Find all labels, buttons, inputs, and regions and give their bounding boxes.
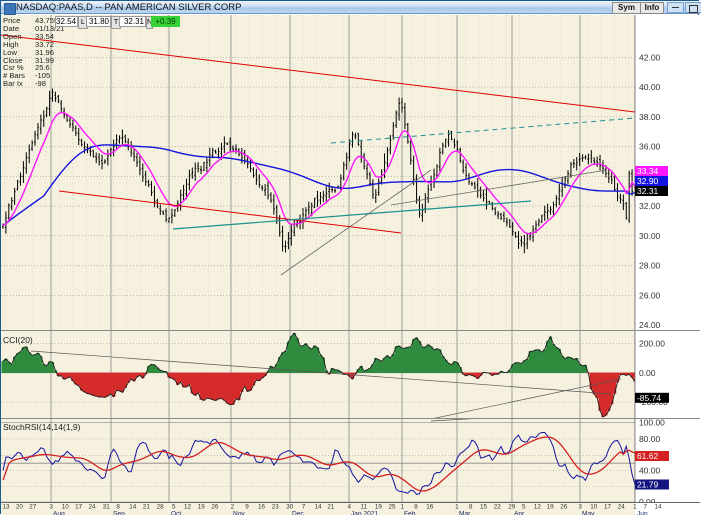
svg-text:19: 19 xyxy=(547,504,555,511)
svg-text:4: 4 xyxy=(348,504,352,511)
svg-text:21.79: 21.79 xyxy=(637,480,659,490)
svg-text:5: 5 xyxy=(522,504,526,511)
svg-text:23: 23 xyxy=(272,504,280,511)
svg-text:1: 1 xyxy=(401,504,405,511)
svg-text:10: 10 xyxy=(590,504,598,511)
svg-text:14: 14 xyxy=(129,504,137,511)
svg-text:36.00: 36.00 xyxy=(639,142,661,152)
svg-text:7: 7 xyxy=(302,504,306,511)
svg-text:26: 26 xyxy=(211,504,219,511)
svg-text:8: 8 xyxy=(469,504,473,511)
svg-text:9: 9 xyxy=(245,504,249,511)
svg-text:2: 2 xyxy=(231,504,235,511)
svg-text:32.90: 32.90 xyxy=(637,176,659,186)
svg-text:19: 19 xyxy=(375,504,383,511)
svg-text:28.00: 28.00 xyxy=(639,261,661,271)
svg-text:26: 26 xyxy=(560,504,568,511)
svg-text:10: 10 xyxy=(62,504,70,511)
svg-text:30: 30 xyxy=(286,504,294,511)
svg-text:-85.74: -85.74 xyxy=(637,393,661,403)
svg-text:Mar: Mar xyxy=(459,511,471,516)
svg-text:21: 21 xyxy=(143,504,151,511)
svg-text:32.00: 32.00 xyxy=(639,201,661,211)
svg-text:15: 15 xyxy=(480,504,488,511)
svg-text:19: 19 xyxy=(198,504,206,511)
svg-text:29: 29 xyxy=(508,504,516,511)
svg-text:14: 14 xyxy=(654,504,662,511)
svg-text:38.00: 38.00 xyxy=(639,112,661,122)
svg-text:3: 3 xyxy=(49,504,53,511)
svg-text:13: 13 xyxy=(2,504,10,511)
svg-text:8: 8 xyxy=(414,504,418,511)
svg-text:Sep: Sep xyxy=(113,511,125,516)
svg-text:1: 1 xyxy=(633,504,637,511)
svg-text:40.00: 40.00 xyxy=(639,82,661,92)
svg-text:32.31: 32.31 xyxy=(637,186,659,196)
svg-text:31: 31 xyxy=(103,504,111,511)
svg-text:Nov: Nov xyxy=(233,511,245,516)
svg-text:Aug: Aug xyxy=(53,511,65,516)
svg-text:11: 11 xyxy=(361,504,368,511)
svg-text:22: 22 xyxy=(494,504,502,511)
svg-text:1: 1 xyxy=(455,504,459,511)
svg-text:20: 20 xyxy=(16,504,24,511)
svg-text:24.00: 24.00 xyxy=(639,320,661,330)
svg-text:42.00: 42.00 xyxy=(639,52,661,62)
svg-text:27: 27 xyxy=(29,504,37,511)
svg-text:28: 28 xyxy=(157,504,165,511)
svg-text:12: 12 xyxy=(534,504,542,511)
svg-text:200.00: 200.00 xyxy=(639,339,665,349)
svg-text:Jan 2021: Jan 2021 xyxy=(351,511,378,516)
svg-text:Jun: Jun xyxy=(637,511,648,516)
svg-text:80.00: 80.00 xyxy=(639,434,661,444)
svg-text:Apr: Apr xyxy=(514,511,525,516)
svg-text:3: 3 xyxy=(578,504,582,511)
svg-text:Dec: Dec xyxy=(292,511,304,516)
svg-text:8: 8 xyxy=(116,504,120,511)
svg-text:26.00: 26.00 xyxy=(639,290,661,300)
svg-text:14: 14 xyxy=(314,504,322,511)
svg-text:25: 25 xyxy=(388,504,396,511)
svg-text:Feb: Feb xyxy=(404,511,416,516)
svg-text:30.00: 30.00 xyxy=(639,231,661,241)
svg-text:24: 24 xyxy=(88,504,96,511)
svg-text:17: 17 xyxy=(75,504,83,511)
svg-text:12: 12 xyxy=(184,504,192,511)
svg-text:16: 16 xyxy=(258,504,266,511)
svg-text:0.00: 0.00 xyxy=(639,368,656,378)
svg-text:16: 16 xyxy=(426,504,434,511)
svg-text:100.00: 100.00 xyxy=(639,419,665,427)
svg-text:7: 7 xyxy=(644,504,648,511)
svg-text:17: 17 xyxy=(604,504,612,511)
svg-text:40.00: 40.00 xyxy=(639,466,661,476)
svg-text:61.62: 61.62 xyxy=(637,451,659,461)
svg-text:Oct: Oct xyxy=(171,511,181,516)
svg-text:24: 24 xyxy=(618,504,626,511)
svg-text:33.34: 33.34 xyxy=(637,166,659,176)
svg-text:May: May xyxy=(582,511,595,516)
svg-text:21: 21 xyxy=(327,504,335,511)
svg-text:5: 5 xyxy=(172,504,176,511)
